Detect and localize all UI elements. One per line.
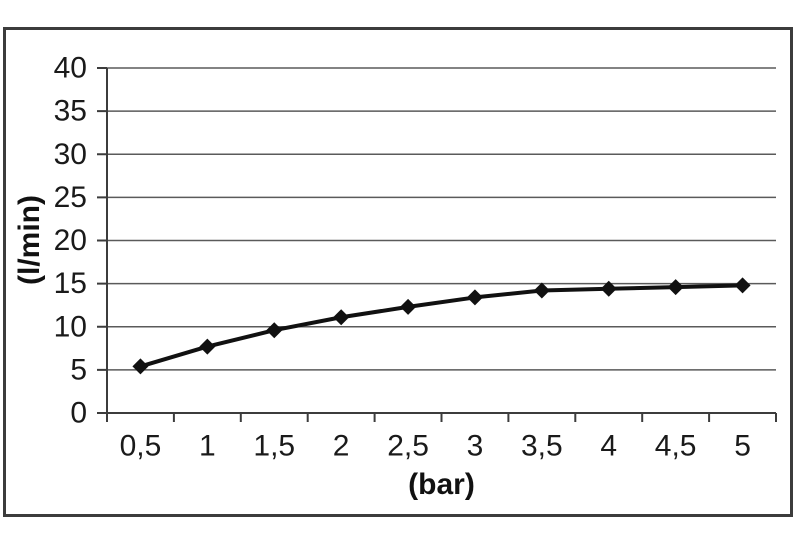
chart-frame [3,27,793,517]
x-tick-label: 4 [600,430,617,463]
y-tick-label: 35 [54,95,87,128]
x-tick-label: 3,5 [521,430,563,463]
y-tick-label: 0 [70,397,87,430]
data-point-marker [132,358,149,375]
data-point-marker [667,279,684,296]
y-tick-label: 20 [54,224,87,257]
y-tick-label: 10 [54,310,87,343]
y-axis-title: (l/min) [13,195,46,285]
x-tick-label: 2,5 [387,430,429,463]
data-point-marker [533,282,550,299]
y-tick-label: 25 [54,181,87,214]
x-tick-label: 2 [333,430,350,463]
data-point-marker [400,298,417,315]
data-point-marker [600,280,617,297]
y-tick-label: 5 [70,353,87,386]
x-tick-label: 1,5 [253,430,295,463]
data-point-marker [466,289,483,306]
data-point-marker [199,338,216,355]
data-point-marker [734,277,751,294]
data-point-marker [333,309,350,326]
x-axis-title: (bar) [408,468,475,501]
x-tick-label: 3 [467,430,484,463]
x-tick-label: 1 [199,430,216,463]
y-tick-label: 30 [54,138,87,171]
y-tick-label: 40 [54,52,87,85]
data-point-marker [266,322,283,339]
x-tick-label: 5 [734,430,751,463]
x-tick-label: 4,5 [655,430,697,463]
y-tick-label: 15 [54,267,87,300]
data-series-line [138,283,745,369]
x-tick-label: 0,5 [120,430,162,463]
